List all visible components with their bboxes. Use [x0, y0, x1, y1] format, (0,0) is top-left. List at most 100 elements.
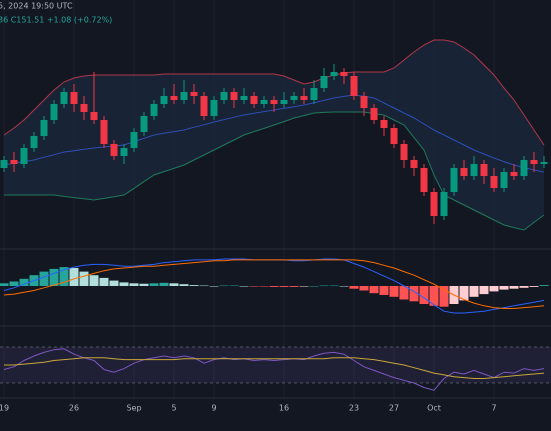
plot: 19 26 Sep 5 9 16 23 27 Oct 7 — [0, 39, 551, 413]
macd-bar — [509, 286, 519, 289]
x-tick-label: 16 — [279, 404, 289, 413]
band-line — [4, 111, 545, 231]
macd-bar — [379, 286, 389, 295]
candle-body — [100, 120, 108, 144]
x-tick-label: Sep — [126, 404, 141, 413]
candle-body — [170, 96, 178, 100]
candle-body — [510, 172, 518, 176]
macd-bar — [339, 286, 349, 287]
candle-body — [110, 144, 118, 156]
candle-body — [240, 96, 248, 100]
macd-bar — [349, 286, 359, 289]
candle-body — [350, 76, 358, 96]
macd-bar — [0, 283, 9, 286]
macd-bar — [409, 286, 419, 302]
macd-bar — [89, 275, 99, 286]
macd-bar — [9, 281, 19, 286]
candle-body — [90, 112, 98, 120]
candle-body — [340, 72, 348, 76]
candle-body — [50, 104, 58, 120]
macd-bar — [149, 283, 159, 286]
candle-body — [540, 161, 548, 164]
macd-bar — [129, 283, 139, 286]
macd-bar — [499, 286, 509, 290]
macd-bar — [309, 286, 319, 287]
band-fill — [4, 40, 544, 230]
candle-body — [500, 172, 508, 188]
candle-body — [150, 104, 158, 116]
candle-body — [270, 100, 278, 104]
candle-body — [320, 76, 328, 88]
macd-bar — [39, 271, 49, 286]
candle-body — [520, 160, 528, 176]
x-tick-label: 9 — [211, 404, 216, 413]
macd-bar — [229, 285, 239, 287]
candle-body — [490, 176, 498, 188]
macd-bar — [369, 286, 379, 294]
macd-bar — [459, 286, 469, 301]
macd-bar — [479, 286, 489, 295]
macd-bar — [249, 286, 259, 287]
macd-bar — [209, 286, 219, 287]
candle-body — [0, 160, 8, 168]
candle-body — [530, 160, 538, 164]
macd-bar — [179, 284, 189, 286]
x-tick-label: 5 — [171, 404, 176, 413]
candle-body — [220, 92, 228, 100]
x-tick-label: 26 — [69, 404, 79, 413]
candle-body — [390, 128, 398, 144]
macd-bar — [529, 286, 539, 287]
candle-body — [70, 92, 78, 104]
macd-bar — [279, 286, 289, 287]
candle-body — [480, 164, 488, 176]
candle-body — [380, 120, 388, 128]
ohlc-text: 36 C151.51 +1.08 (+0.72%) — [0, 16, 112, 25]
candle-body — [280, 100, 288, 104]
candle-body — [40, 120, 48, 136]
macd-bar — [69, 268, 79, 286]
rsi-line — [3, 348, 545, 391]
macd-bar — [79, 271, 89, 286]
candle-body — [290, 96, 298, 100]
macd-bar — [19, 278, 29, 286]
macd-bar — [539, 285, 549, 286]
candle-body — [300, 96, 308, 100]
macd-bar — [489, 286, 499, 292]
macd-bar — [419, 286, 429, 304]
candle-body — [230, 92, 238, 100]
candle-body — [260, 100, 268, 104]
macd-bar — [239, 286, 249, 287]
candle-body — [30, 136, 38, 148]
candle-body — [250, 96, 258, 104]
macd-bar — [319, 285, 329, 287]
candle-body — [440, 192, 448, 216]
macd-bar — [189, 285, 199, 286]
x-tick-label: 19 — [0, 404, 9, 413]
macd-bar — [219, 285, 229, 287]
candle-body — [210, 100, 218, 116]
x-tick-label: 27 — [389, 404, 399, 413]
macd-bar — [169, 283, 179, 286]
candle-body — [430, 192, 438, 216]
candle-body — [330, 72, 338, 76]
macd-line — [3, 259, 545, 309]
macd-bar — [389, 286, 399, 297]
macd-bar — [359, 286, 369, 291]
candle-body — [450, 168, 458, 192]
candle-body — [180, 92, 188, 100]
candle-body — [400, 144, 408, 160]
candle-body — [310, 88, 318, 100]
candle-body — [190, 92, 198, 96]
x-tick-label: Oct — [427, 404, 441, 413]
candle-body — [20, 148, 28, 164]
x-tick-label: 23 — [349, 404, 359, 413]
macd-bar — [49, 268, 59, 286]
candle-body — [370, 108, 378, 120]
candle-body — [60, 92, 68, 104]
macd-bar — [109, 280, 119, 286]
candle-body — [360, 96, 368, 108]
macd-bar — [119, 282, 129, 286]
macd-bar — [439, 286, 449, 307]
